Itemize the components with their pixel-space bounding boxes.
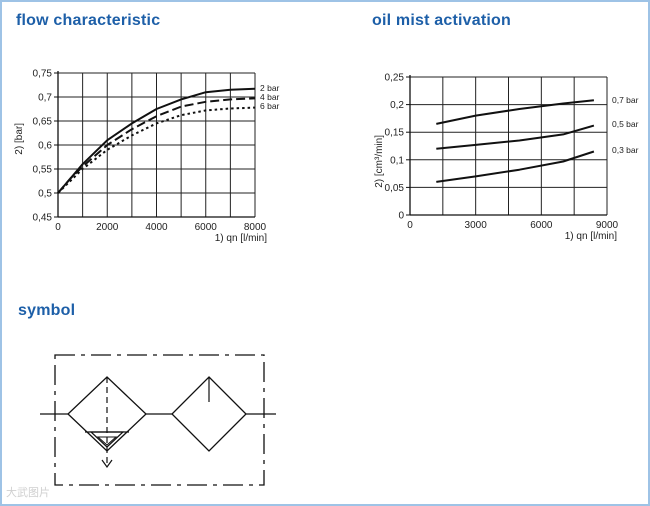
series-label: 0,7 bar [612,95,639,105]
series-line [436,124,595,150]
series-label: 2 bar [260,83,280,93]
oil-mist-activation-title: oil mist activation [372,12,511,29]
x-tick-label: 6000 [195,222,218,233]
series-label: 0,3 bar [612,145,639,155]
symbol-enclosure [54,354,265,486]
x-axis-label: 1) qn [l/min] [215,233,267,244]
y-tick-label: 0 [398,211,404,222]
y-tick-label: 0,2 [390,100,404,111]
x-tick-label: 0 [407,220,413,231]
series-line [436,150,595,183]
flow-characteristic-title: flow characteristic [16,12,161,29]
y-tick-label: 0,7 [38,93,52,104]
x-tick-label: 0 [55,222,61,233]
x-tick-label: 9000 [596,220,619,231]
x-tick-label: 8000 [244,222,267,233]
watermark: 大武图片 [6,486,50,499]
drain-arrow [101,459,113,469]
y-tick-label: 0,45 [33,213,53,224]
y-axis-label: 2) [bar] [14,123,25,155]
y-tick-label: 0,5 [38,189,52,200]
y-tick-label: 0,25 [385,73,405,84]
series-label: 6 bar [260,101,280,111]
y-tick-label: 0,6 [38,141,52,152]
y-tick-label: 0,15 [385,128,405,139]
y-tick-label: 0,65 [33,117,53,128]
x-tick-label: 3000 [465,220,488,231]
x-tick-label: 4000 [145,222,168,233]
series-line [57,97,256,194]
symbol-title: symbol [18,302,76,319]
x-tick-label: 2000 [96,222,119,233]
y-axis-label: 2) [cm³/min] [374,135,385,188]
y-tick-label: 0,75 [33,69,53,80]
series-label: 0,5 bar [612,119,639,129]
y-tick-label: 0,05 [385,183,405,194]
x-axis-label: 1) qn [l/min] [565,231,617,242]
series-label: 4 bar [260,92,280,102]
series-line [436,99,595,125]
drain-triangle-inner [96,436,118,446]
y-tick-label: 0,55 [33,165,53,176]
y-tick-label: 0,1 [390,155,404,166]
x-tick-label: 6000 [530,220,553,231]
lubricator-diamond [171,376,247,452]
